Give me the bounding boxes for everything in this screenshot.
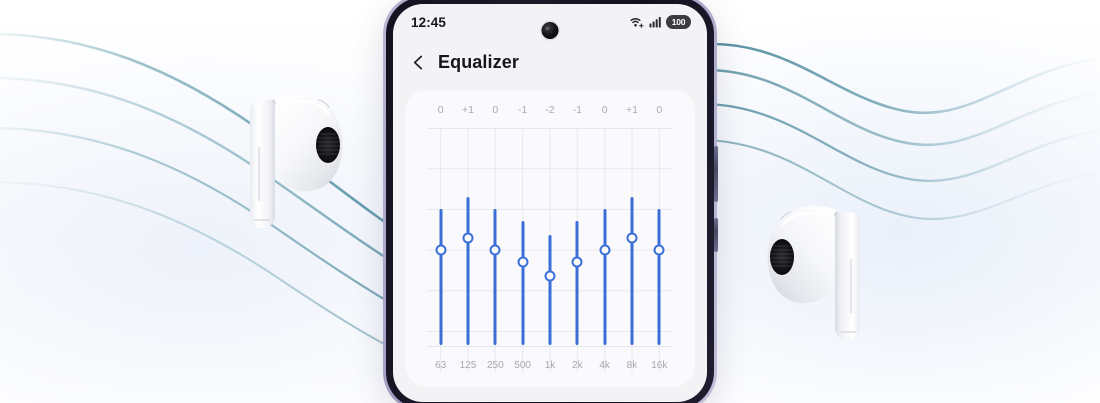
eq-freq-label: 2k (572, 360, 583, 371)
eq-band-63[interactable] (427, 128, 454, 345)
eq-knob[interactable] (571, 256, 583, 268)
eq-knob[interactable] (462, 232, 474, 244)
eq-knob[interactable] (626, 232, 638, 244)
eq-knob[interactable] (489, 244, 501, 256)
cellular-signal-icon (649, 17, 661, 28)
eq-track (493, 209, 497, 345)
eq-freq-label: 125 (459, 360, 477, 371)
eq-value-label: 0 (437, 104, 444, 116)
eq-band-4k[interactable] (591, 128, 618, 345)
eq-track (466, 197, 470, 345)
volume-button[interactable] (714, 218, 718, 252)
eq-value-label: -1 (572, 104, 582, 116)
eq-band-1k[interactable] (536, 128, 563, 345)
eq-knob[interactable] (544, 270, 556, 282)
eq-frequency-labels: 63 125 250 500 1k 2k 4k 8k 16k (427, 360, 673, 371)
eq-freq-label: 4k (599, 360, 610, 371)
eq-value-label: +1 (462, 104, 474, 116)
eq-value-label: -1 (517, 104, 528, 116)
eq-value-label: 0 (601, 104, 608, 116)
eq-knob[interactable] (435, 244, 447, 256)
eq-freq-label: 1k (544, 360, 556, 371)
eq-freq-label: 16k (651, 360, 668, 371)
eq-freq-label: 250 (486, 360, 504, 371)
eq-track (630, 197, 634, 345)
earbud-right-icon (755, 200, 867, 360)
eq-track (521, 221, 525, 345)
eq-band-8k[interactable] (618, 128, 645, 345)
phone-screen: 12:45 100 (393, 4, 707, 402)
eq-track (575, 221, 579, 345)
chevron-left-icon[interactable] (410, 54, 427, 71)
eq-knob[interactable] (517, 256, 529, 268)
app-header: Equalizer (393, 40, 707, 84)
eq-freq-label: 500 (514, 360, 531, 371)
eq-band-500[interactable] (509, 128, 536, 345)
eq-band-250[interactable] (482, 128, 509, 345)
eq-value-label: 0 (492, 104, 499, 116)
wifi-icon (630, 17, 644, 28)
eq-knob[interactable] (599, 244, 611, 256)
eq-value-label: -2 (545, 104, 555, 116)
status-bar: 12:45 100 (393, 4, 707, 40)
eq-track (657, 209, 661, 345)
eq-track (603, 209, 607, 345)
status-clock: 12:45 (411, 14, 447, 30)
phone-mockup: 12:45 100 (383, 0, 718, 403)
power-button[interactable] (714, 146, 718, 202)
eq-band-125[interactable] (454, 128, 481, 345)
status-indicators: 100 (630, 15, 691, 29)
equalizer-graph (427, 128, 673, 373)
eq-knob[interactable] (653, 244, 665, 256)
equalizer-card: 0 +1 0 -1 -2 -1 0 +1 0 (405, 90, 695, 387)
eq-freq-label: 8k (626, 360, 638, 371)
battery-badge: 100 (666, 15, 691, 29)
eq-band-2k[interactable] (564, 128, 591, 345)
eq-value-label: 0 (656, 104, 663, 116)
eq-track (548, 235, 552, 345)
eq-value-label: +1 (625, 104, 638, 116)
eq-band-16k[interactable] (646, 128, 673, 345)
eq-track (439, 209, 443, 345)
equalizer-sliders (427, 128, 673, 345)
eq-axis-line (427, 346, 673, 347)
earbud-left-icon (243, 88, 353, 248)
page-title: Equalizer (438, 51, 519, 72)
front-camera-icon (541, 22, 559, 39)
eq-value-labels: 0 +1 0 -1 -2 -1 0 +1 0 (427, 104, 673, 124)
eq-freq-label: 63 (435, 360, 447, 371)
